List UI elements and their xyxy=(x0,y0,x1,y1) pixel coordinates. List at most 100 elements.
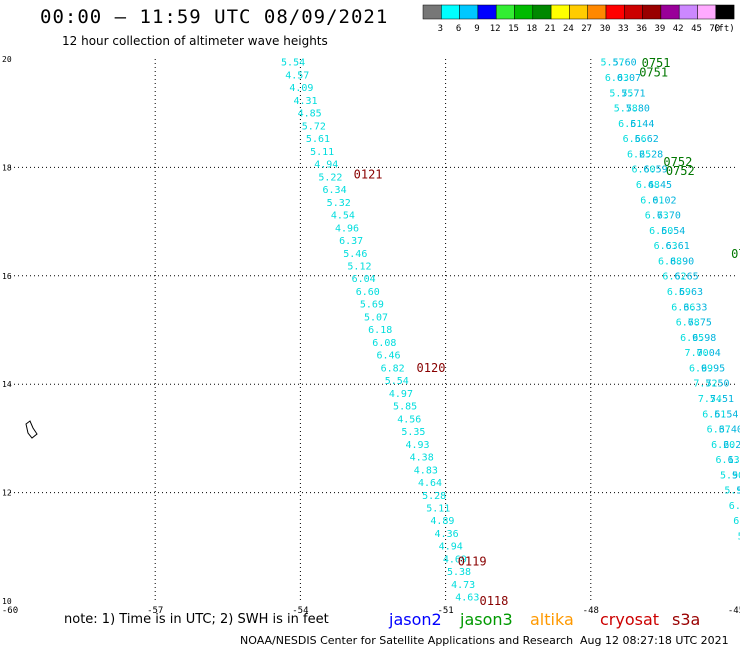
swh-value: 4.69 xyxy=(443,554,467,565)
swh-value: 5.89 xyxy=(736,486,740,497)
swh-value: 6.18 xyxy=(368,325,392,336)
swh-value: 6.95 xyxy=(701,363,725,374)
colorbar-swatch xyxy=(550,4,570,20)
swh-value: 5.69 xyxy=(360,300,384,311)
x-tick-label: -51 xyxy=(437,606,453,616)
swh-value: 5.72 xyxy=(302,121,326,132)
swh-value: 6.54 xyxy=(714,409,738,420)
swh-value: 6.25 xyxy=(627,149,651,160)
pass-label: 07 xyxy=(731,247,740,261)
colorbar-swatch xyxy=(642,4,662,20)
pass-label: 0118 xyxy=(479,594,508,608)
swh-value: 4.64 xyxy=(418,478,442,489)
colorbar-label: 39 xyxy=(654,24,665,34)
colorbar-swatch xyxy=(569,4,588,20)
swh-value: 6.60 xyxy=(356,287,380,298)
pass-label: 0752 xyxy=(666,164,695,178)
colorbar: 3 6 9 12 15 18 21 24 27 30 33 36 39 42 45 70(ft) xyxy=(422,4,735,34)
colorbar-label: 36 xyxy=(636,24,647,34)
swh-value: 4.54 xyxy=(331,211,355,222)
swh-value: 6.98 xyxy=(692,333,716,344)
colorbar-label: 70 xyxy=(709,24,720,34)
swh-value: 4.09 xyxy=(289,83,313,94)
colorbar-swatch xyxy=(715,4,735,20)
swh-value: 4.94 xyxy=(439,542,463,553)
swh-value: 6.48 xyxy=(636,180,660,191)
island-shape xyxy=(25,420,38,439)
swh-value: 4.38 xyxy=(410,453,434,464)
swh-value: 4.97 xyxy=(389,389,413,400)
x-tick-label: -48 xyxy=(583,606,599,616)
swh-value: 6.61 xyxy=(666,241,690,252)
colorbar-swatch xyxy=(678,4,698,20)
colorbar-label: 15 xyxy=(508,24,519,34)
colorbar-swatch xyxy=(605,4,625,20)
colorbar-swatch xyxy=(422,4,442,20)
swh-value: 6.63 xyxy=(654,241,678,252)
satellite-legend-item: jason3 xyxy=(460,610,513,629)
swh-value: 6.51 xyxy=(618,119,642,130)
footer-note: note: 1) Time is in UTC; 2) SWH is in fe… xyxy=(64,612,329,627)
swh-value: 6.03 xyxy=(605,73,629,84)
colorbar-swatch xyxy=(459,4,479,20)
swh-value: 6.59 xyxy=(667,287,691,298)
colorbar-unit: (ft) xyxy=(713,24,735,34)
swh-value: 5.61 xyxy=(306,134,330,145)
swh-value: 5.12 xyxy=(347,262,371,273)
swh-value: 6.20 xyxy=(711,440,735,451)
swh-value: 6.45 xyxy=(648,180,672,191)
satellite-legend-item: cryosat xyxy=(600,610,660,629)
swh-value: 6.51 xyxy=(702,409,726,420)
swh-value: 6.11 xyxy=(729,501,740,512)
swh-value: 7.50 xyxy=(706,379,730,390)
swh-value: 6.70 xyxy=(657,211,681,222)
colorbar-swatch xyxy=(514,4,534,20)
colorbar-label: 30 xyxy=(600,24,611,34)
swh-value: 7.52 xyxy=(693,379,717,390)
footer-credit: NOAA/NESDIS Center for Satellite Applica… xyxy=(240,634,574,647)
swh-value: 6.10 xyxy=(728,455,740,466)
colorbar-label: 27 xyxy=(581,24,592,34)
swh-value: 6.60 xyxy=(631,165,655,176)
pass-label: 0119 xyxy=(458,554,487,568)
satellite-legend-item: s3a xyxy=(672,610,701,629)
swh-value: 6.04 xyxy=(733,516,740,527)
swh-value: 6.40 xyxy=(719,425,740,436)
swh-value: 5.07 xyxy=(364,312,388,323)
y-tick-label: 18 xyxy=(2,163,12,172)
colorbar-swatch xyxy=(660,4,680,20)
swh-value: 5.90 xyxy=(720,470,740,481)
swh-value: 6.50 xyxy=(649,226,673,237)
swh-value: 7.04 xyxy=(697,348,721,359)
swh-value: 7.54 xyxy=(698,394,722,405)
swh-value: 6.78 xyxy=(676,318,700,329)
swh-value: 5.32 xyxy=(327,198,351,209)
swh-value: 5.11 xyxy=(310,147,334,158)
swh-value: 6.46 xyxy=(376,351,400,362)
footer-timestamp: Aug 12 08:27:18 UTC 2021 xyxy=(580,634,729,647)
island-outline xyxy=(25,420,38,439)
swh-value: 6.88 xyxy=(658,256,682,267)
swh-value: 6.90 xyxy=(670,256,694,267)
swh-value: 4.89 xyxy=(430,516,454,527)
swh-value: 5.35 xyxy=(401,427,425,438)
swh-value: 6.75 xyxy=(688,318,712,329)
colorbar-label: 18 xyxy=(526,24,537,34)
colorbar-label: 24 xyxy=(563,24,574,34)
colorbar-swatch xyxy=(532,4,552,20)
pass-label: 0751 xyxy=(639,66,668,80)
pass-label: 0751 xyxy=(642,56,671,70)
swh-value: 5.78 xyxy=(614,104,638,115)
colorbar-label: 12 xyxy=(490,24,501,34)
swh-value: 5.75 xyxy=(609,88,633,99)
swh-value: 6.23 xyxy=(723,440,740,451)
swh-value: 4.56 xyxy=(397,414,421,425)
colorbar-label: 45 xyxy=(691,24,702,34)
swh-value: 6.62 xyxy=(662,272,686,283)
swh-value: 5.93 xyxy=(724,486,740,497)
swh-value: 4.85 xyxy=(298,109,322,120)
colorbar-swatch xyxy=(441,4,460,20)
colorbar-label: 21 xyxy=(545,24,556,34)
